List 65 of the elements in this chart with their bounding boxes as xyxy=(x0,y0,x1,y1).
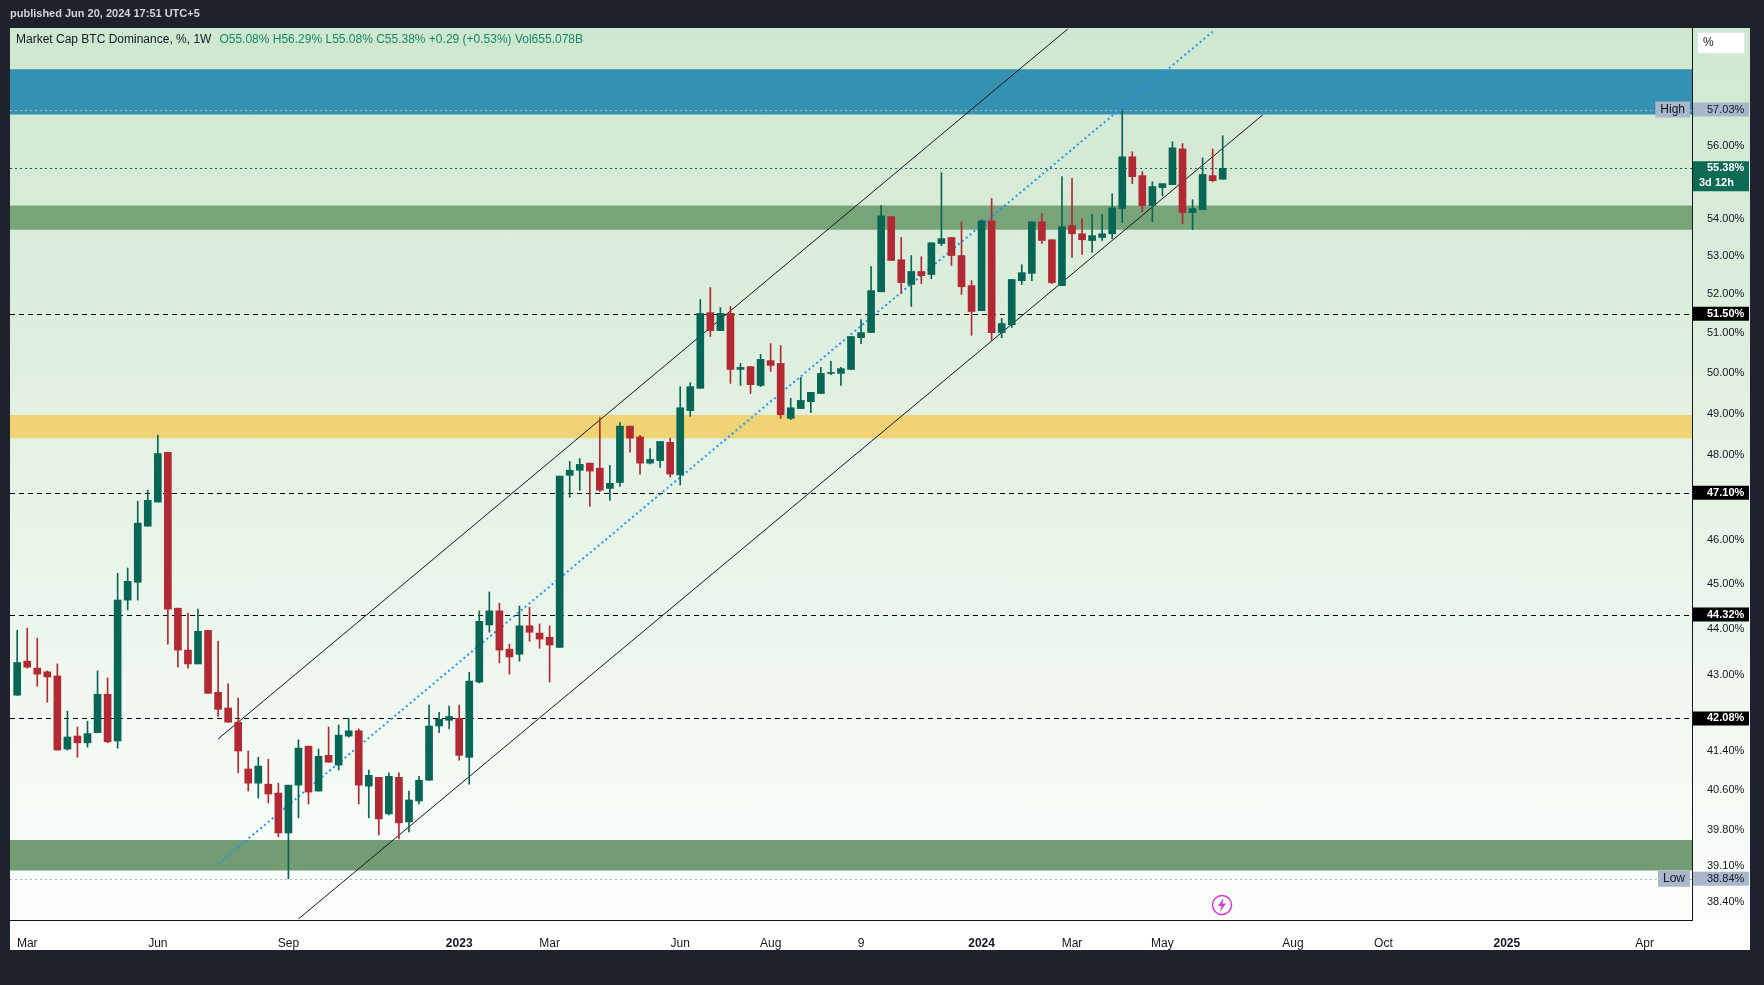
candlestick xyxy=(43,670,52,703)
y-tick-label: 38.40% xyxy=(1707,894,1745,907)
x-tick-label: 2024 xyxy=(968,935,996,950)
y-tick-label: 51.00% xyxy=(1707,326,1745,339)
y-tick-label: 56.00% xyxy=(1707,139,1745,152)
candlestick xyxy=(264,758,273,804)
x-tick-label: Mar xyxy=(1061,935,1083,950)
ref-line-label: 3d 12h xyxy=(1699,176,1735,189)
candlestick xyxy=(1218,135,1227,180)
x-tick-label: Mar xyxy=(539,935,560,950)
y-tick-label: 52.00% xyxy=(1707,287,1745,300)
chart-subtitle: O55.08% H56.29% L55.08% C55.38% +0.29 (+0.53%) Vol655.078B xyxy=(219,32,583,47)
y-tick-label: 41.40% xyxy=(1707,744,1745,757)
x-tick-label: May xyxy=(1151,935,1174,950)
y-tick-label: 40.60% xyxy=(1707,783,1745,796)
y-tick-label: 39.10% xyxy=(1707,858,1745,871)
ref-line-label: High xyxy=(1660,101,1686,116)
candlestick xyxy=(585,462,594,507)
y-tick-label: 50.00% xyxy=(1707,366,1745,379)
y-tick-label: 51.50% xyxy=(1707,306,1745,319)
y-tick-label: 44.32% xyxy=(1707,607,1745,620)
x-tick-label: Sep xyxy=(277,935,300,950)
x-tick-label: Jun xyxy=(148,935,168,950)
x-tick-label: 2023 xyxy=(445,935,473,950)
candlestick xyxy=(857,319,865,344)
y-tick-label: 43.00% xyxy=(1707,668,1745,681)
candlestick xyxy=(23,627,32,669)
candlestick xyxy=(364,769,373,819)
candlestick xyxy=(33,637,42,687)
chart-title: Market Cap BTC Dominance, %, 1W xyxy=(16,32,213,47)
candlestick xyxy=(606,464,614,501)
candlestick xyxy=(565,461,574,498)
y-tick-label: 44.00% xyxy=(1707,622,1745,635)
y-tick-label: 47.10% xyxy=(1707,485,1745,498)
y-tick-label: 53.00% xyxy=(1707,249,1745,262)
x-tick-label: Jun xyxy=(670,935,690,950)
candlestick xyxy=(917,256,926,285)
x-tick-label: Aug xyxy=(759,935,782,950)
y-tick-label: 42.08% xyxy=(1707,711,1745,724)
y-tick-label: 48.00% xyxy=(1707,447,1745,460)
x-tick-label: Apr xyxy=(1635,935,1654,950)
ref-line-label: Low xyxy=(1662,871,1686,886)
candlestick xyxy=(1078,218,1086,255)
x-tick-label: 9 xyxy=(857,935,865,950)
text: published Jun 20, 2024 17:51 UTC+5 xyxy=(10,7,200,20)
y-axis-title: % xyxy=(1703,35,1714,50)
candlestick xyxy=(575,458,584,491)
y-tick-label: 45.00% xyxy=(1707,577,1745,590)
candlestick xyxy=(827,361,835,375)
y-tick-label: 46.00% xyxy=(1707,533,1745,546)
x-tick-label: 2025 xyxy=(1493,935,1521,950)
y-tick-label: 38.84% xyxy=(1707,871,1745,884)
x-tick-label: Mar xyxy=(16,935,38,950)
y-tick-label: 39.80% xyxy=(1707,822,1745,835)
x-tick-label: Aug xyxy=(1282,935,1304,950)
candlestick xyxy=(214,641,222,717)
y-tick-label: 54.00% xyxy=(1707,211,1745,224)
candlestick xyxy=(1088,214,1096,253)
candlestick xyxy=(1098,214,1106,241)
candlestick xyxy=(1068,178,1076,258)
y-tick-label: 49.00% xyxy=(1707,406,1745,419)
y-tick-label: 55.38% xyxy=(1707,161,1745,174)
x-tick-label: Oct xyxy=(1374,935,1394,950)
candlestick xyxy=(445,705,453,730)
y-tick-label: 57.03% xyxy=(1707,102,1745,115)
